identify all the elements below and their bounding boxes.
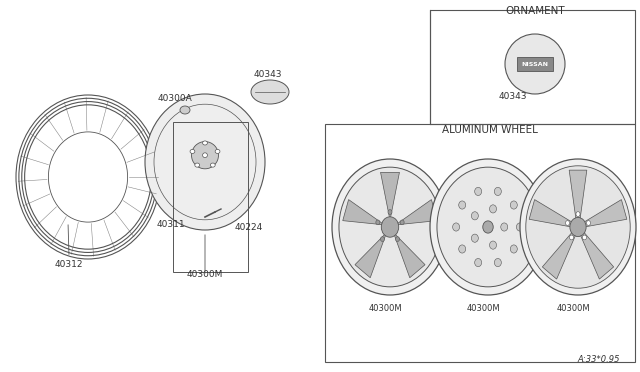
Ellipse shape [494, 259, 501, 267]
Text: 40300A: 40300A [157, 94, 193, 103]
Ellipse shape [211, 163, 215, 167]
Ellipse shape [582, 235, 586, 240]
Ellipse shape [500, 223, 508, 231]
Ellipse shape [516, 223, 524, 231]
Ellipse shape [388, 210, 392, 214]
Ellipse shape [191, 142, 218, 169]
Polygon shape [529, 200, 572, 227]
Ellipse shape [190, 150, 195, 154]
Ellipse shape [430, 159, 546, 295]
Ellipse shape [180, 106, 190, 114]
Ellipse shape [490, 205, 497, 213]
Ellipse shape [526, 166, 630, 288]
Ellipse shape [475, 187, 482, 196]
Ellipse shape [505, 34, 565, 94]
Text: 40343: 40343 [499, 92, 527, 101]
Text: 40300M: 40300M [556, 304, 590, 313]
Ellipse shape [472, 234, 478, 242]
Ellipse shape [566, 221, 570, 225]
Ellipse shape [494, 187, 501, 196]
Ellipse shape [586, 221, 591, 225]
Ellipse shape [339, 167, 441, 287]
Text: 40300M: 40300M [368, 304, 402, 313]
Ellipse shape [510, 245, 517, 253]
Polygon shape [343, 199, 385, 225]
Ellipse shape [570, 235, 573, 240]
Ellipse shape [251, 80, 289, 104]
Ellipse shape [472, 212, 478, 220]
Polygon shape [569, 170, 587, 219]
Ellipse shape [380, 237, 385, 241]
Ellipse shape [475, 259, 482, 267]
Ellipse shape [483, 221, 493, 233]
Polygon shape [584, 200, 627, 227]
Text: 40312: 40312 [55, 225, 83, 269]
Ellipse shape [437, 167, 539, 287]
Text: 40300M: 40300M [466, 304, 500, 313]
Text: NISSAN: NISSAN [522, 61, 548, 67]
Polygon shape [394, 232, 425, 278]
Text: 40343: 40343 [253, 70, 282, 79]
Ellipse shape [332, 159, 448, 295]
Polygon shape [580, 232, 614, 279]
Ellipse shape [490, 241, 497, 249]
Text: 40300M: 40300M [187, 270, 223, 279]
Ellipse shape [215, 150, 220, 154]
Polygon shape [542, 232, 576, 279]
Ellipse shape [570, 218, 586, 237]
FancyBboxPatch shape [517, 57, 553, 71]
Ellipse shape [400, 220, 404, 225]
Ellipse shape [145, 94, 265, 230]
Text: 40311: 40311 [156, 219, 185, 228]
Text: 40224: 40224 [235, 222, 263, 231]
Ellipse shape [576, 212, 580, 217]
Text: A:33*0.95: A:33*0.95 [577, 355, 620, 364]
Polygon shape [381, 172, 399, 220]
Polygon shape [355, 232, 387, 278]
Ellipse shape [520, 159, 636, 295]
Ellipse shape [203, 153, 207, 158]
Ellipse shape [376, 220, 380, 225]
Ellipse shape [459, 201, 466, 209]
Ellipse shape [396, 237, 399, 241]
Text: ORNAMENT: ORNAMENT [505, 6, 565, 16]
Ellipse shape [195, 163, 200, 167]
Ellipse shape [452, 223, 460, 231]
Ellipse shape [510, 201, 517, 209]
Ellipse shape [203, 141, 207, 145]
Ellipse shape [381, 217, 399, 237]
Ellipse shape [459, 245, 466, 253]
Polygon shape [396, 199, 437, 225]
Text: ALUMINUM WHEEL: ALUMINUM WHEEL [442, 125, 538, 135]
